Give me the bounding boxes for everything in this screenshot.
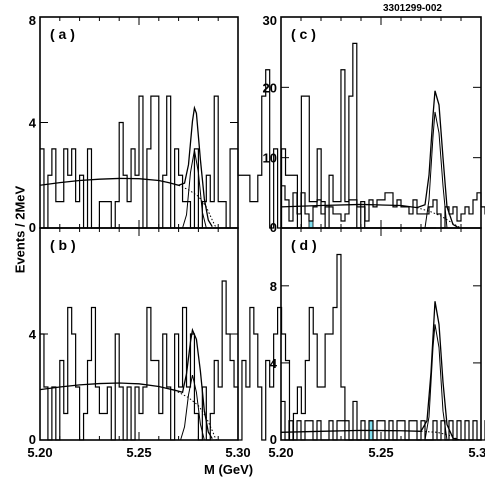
y-tick-label: 30 [263,13,277,28]
y-tick-label: 4 [270,356,278,371]
panel-label: ( b ) [50,237,76,253]
y-tick-label: 4 [29,327,37,342]
fit-signal-curve [182,150,207,229]
histogram-series [281,400,485,441]
histogram-series [40,42,436,229]
panel-label: ( a ) [50,26,75,42]
panel-a: 0 4 8 ( a ) [29,13,436,235]
figure-id: 3301299-002 [383,3,442,14]
y-tick-label: 20 [263,80,277,95]
panel-c: 0 10 20 30 ( c ) [263,13,485,235]
panel-label: ( c ) [291,26,316,42]
fit-signal-curve [180,374,205,441]
histogram-series [281,185,485,229]
histogram-series [40,253,436,441]
panel-frame [280,227,482,441]
y-axis-label: Events / 2MeV [12,185,28,274]
panel-frame [280,16,482,229]
fit-total-curve [39,105,213,228]
fit-total-curve [280,301,460,441]
y-tick-label: 0 [270,220,277,235]
fit-signal-curve [424,324,448,441]
y-tick-label: 4 [29,116,37,131]
y-tick-label: 0 [29,220,36,235]
x-tick-label: 5.30 [468,445,485,460]
x-tick-label: 5.20 [27,445,52,460]
y-tick-label: 10 [263,151,277,166]
x-axis-label: M (GeV) [204,462,254,477]
shaded-bin [308,220,314,229]
panel-label: ( d ) [291,237,317,253]
y-tick-label: 0 [29,432,36,447]
fit-background-dotted-curve [178,184,217,229]
fit-background-dotted-curve [174,389,217,441]
y-tick-label: 0 [270,432,277,447]
x-tick-label: 5.25 [126,445,151,460]
panel-b: 0 4 5.20 5.25 5.30 ( b ) [27,227,436,460]
y-tick-label: 8 [270,279,277,294]
x-tick-label: 5.25 [368,445,393,460]
fit-total-curve [39,327,213,440]
y-tick-label: 8 [29,13,36,28]
x-tick-label: 5.20 [268,445,293,460]
fit-signal-curve [424,111,448,229]
fit-total-curve [280,90,460,229]
panel-d: 0 4 8 5.20 5.25 5.30 ( d ) [268,227,485,460]
x-tick-label: 5.30 [225,445,250,460]
